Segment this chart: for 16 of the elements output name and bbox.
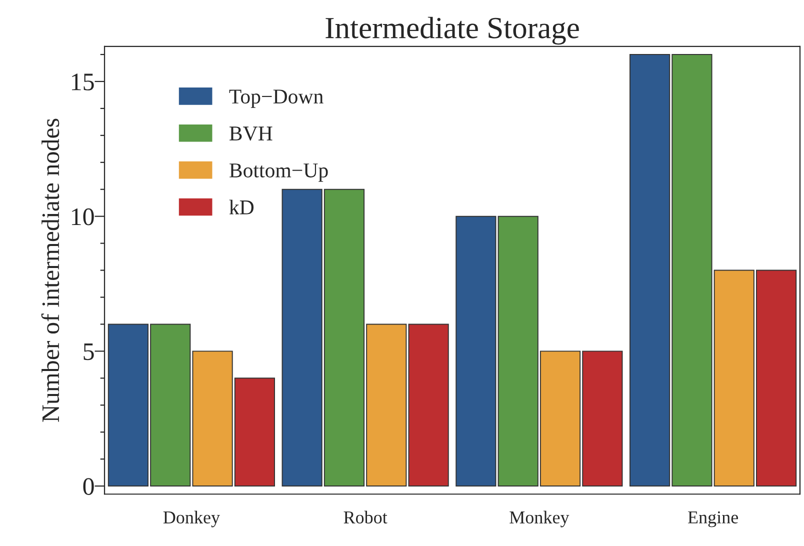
bar [456,216,496,487]
bar [408,324,449,487]
legend-label: BVH [230,126,272,141]
y-tick-label: 10 [72,208,94,226]
legend-label: Top−Down [229,90,324,108]
legend-label: kD [229,200,254,214]
x-tick-label: Robot [344,510,388,524]
y-tick-label: 15 [72,74,94,90]
y-tick-label: 0 [83,478,94,495]
x-tick-label: Engine [688,511,738,528]
x-tick-label: Monkey [510,510,570,528]
legend-label: Bottom−Up [230,164,328,182]
x-tick-label: Donkey [163,510,220,528]
chart-title: Intermediate Storage [326,16,579,45]
y-axis-title: Number of intermediate nodes [41,118,60,422]
y-tick-label: 5 [84,343,94,360]
